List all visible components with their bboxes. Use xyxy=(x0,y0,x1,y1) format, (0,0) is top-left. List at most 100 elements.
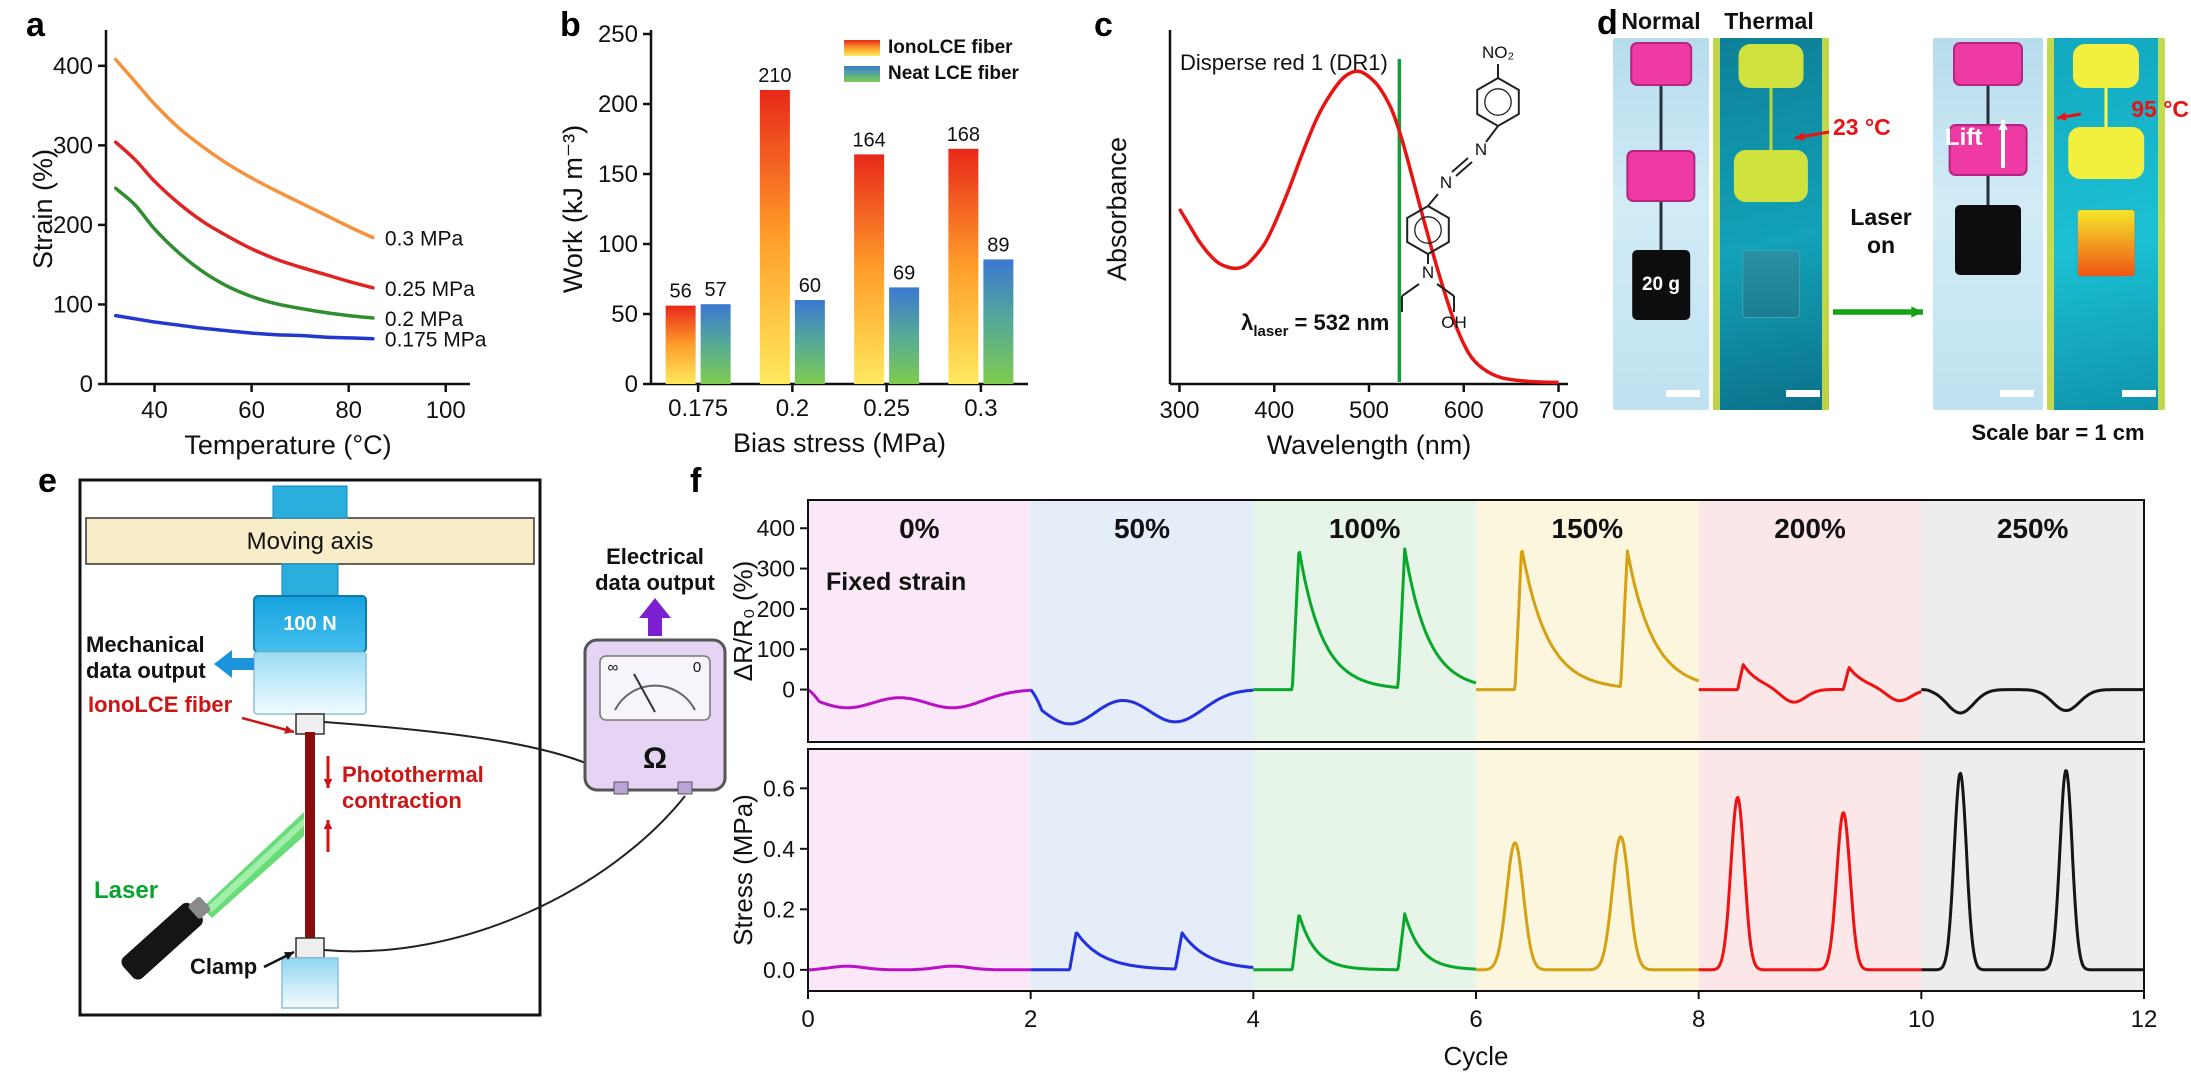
mechanical-output-label-line2: data output xyxy=(86,658,206,683)
top-plot-frame xyxy=(807,499,2145,743)
laser-tip xyxy=(188,896,211,919)
resistance-trace-250% xyxy=(1920,688,2145,715)
bar-0.175-Neat-LCE-fiber xyxy=(700,304,731,384)
photo-normal-before: 20 g xyxy=(1613,38,1709,410)
absorbance-spectrum-chart: 300 400 500 600 700 Wavelength (nm) Absorbance… xyxy=(1102,30,1579,460)
stress-trace-150% xyxy=(1475,835,1700,972)
strain-temperature-chart: 40 60 80 100 0 100 200 300 400 Temperature (°C) St… xyxy=(28,30,487,460)
legend-swatch xyxy=(844,40,880,56)
x-tick-label: 60 xyxy=(238,397,265,424)
y-tick-label: 0.0 xyxy=(763,957,795,983)
bar-0.3-IonoLCE-fiber xyxy=(948,148,979,384)
bar-0.2-Neat-LCE-fiber xyxy=(794,300,825,384)
x-tick-label: 100 xyxy=(426,397,466,424)
y-tick-label: 100 xyxy=(757,636,795,662)
bar-0.3-Neat-LCE-fiber xyxy=(983,259,1014,384)
curve-0.3-MPa xyxy=(113,57,375,240)
bar-value-label: 57 xyxy=(705,279,727,301)
strain-band-bottom-100% xyxy=(1253,749,1476,991)
resistance-trace-0% xyxy=(807,688,1032,710)
thermal-clamp-mid xyxy=(2068,127,2144,180)
ohmmeter-dial xyxy=(599,655,711,721)
y-tick-label: 400 xyxy=(757,515,795,541)
curve-0.2-MPa xyxy=(113,186,375,320)
bar-0.2-IonoLCE-fiber xyxy=(759,90,790,384)
stress-trace-100% xyxy=(1252,912,1477,972)
strain-segment-label: 200% xyxy=(1774,513,1846,544)
x-tick-label: 500 xyxy=(1349,397,1389,424)
laser-label: Laser xyxy=(94,877,158,904)
arrow-head xyxy=(323,779,333,788)
y-tick-label: 50 xyxy=(611,301,638,328)
laser-beam-core xyxy=(206,818,304,912)
photo-panel: Normal Thermal 20 g xyxy=(1593,8,2191,478)
arrow-head xyxy=(284,725,294,734)
thermal-clamp-top xyxy=(2072,44,2140,88)
legend-label: IonoLCE fiber xyxy=(888,37,1013,58)
thermal-fiber xyxy=(2104,71,2108,146)
weight xyxy=(1955,205,2021,276)
azo-n1-label: N xyxy=(1475,140,1487,159)
x-tick-label: 10 xyxy=(1908,1006,1935,1033)
temperature-label-cold: 23 °C xyxy=(1833,114,1891,140)
bottom-block xyxy=(281,957,339,1009)
arrow-head xyxy=(284,952,294,960)
terminal-left xyxy=(613,781,629,795)
bar-value-label: 210 xyxy=(758,65,791,87)
x-axis-title: Wavelength (nm) xyxy=(1267,430,1472,460)
x-tick-label: 700 xyxy=(1539,397,1579,424)
stress-trace-0% xyxy=(807,964,1032,972)
x-axis-title: Bias stress (MPa) xyxy=(733,428,946,458)
wire-bottom xyxy=(323,795,686,953)
top-y-axis-title: ΔR/R₀ (%) xyxy=(728,561,758,682)
bar-value-label: 168 xyxy=(947,124,980,146)
gauge-body xyxy=(253,651,367,715)
y-tick-label: 200 xyxy=(598,91,638,118)
stress-trace-250% xyxy=(1920,769,2145,972)
axis-cap xyxy=(272,485,348,519)
curve-label: 0.2 MPa xyxy=(385,308,464,331)
y-tick-label: 200 xyxy=(757,596,795,622)
laser-on-label-line2: on xyxy=(1866,232,1896,258)
ohm-symbol: Ω xyxy=(643,742,667,775)
laser-body xyxy=(121,896,211,980)
y-tick-label: 0 xyxy=(625,371,638,398)
x-tick-label: 80 xyxy=(335,397,362,424)
y-tick-label: 0.6 xyxy=(763,775,795,801)
x-tick-label: 6 xyxy=(1469,1006,1482,1033)
ionolce-fiber xyxy=(305,732,315,940)
x-axis-title: Cycle xyxy=(1443,1041,1508,1071)
laser-on-label-line1: Laser xyxy=(1850,204,1912,230)
x-tick-label: 0.3 xyxy=(964,395,997,422)
scale-bar xyxy=(1786,390,1820,397)
dial-needle xyxy=(633,673,656,713)
azo-n2-label: N xyxy=(1440,173,1452,192)
nitro-group-label: NO₂ xyxy=(1482,43,1514,62)
panel-c-label: c xyxy=(1094,6,1113,44)
bottom-y-axis-title: Stress (MPa) xyxy=(728,794,758,946)
y-tick-label: 0 xyxy=(80,371,93,398)
x-tick-label: 0 xyxy=(801,1006,814,1033)
panel-d-label: d xyxy=(1597,4,1618,42)
x-tick-label: 300 xyxy=(1159,397,1199,424)
dr1-structure: NO₂ N N N OH xyxy=(1401,43,1520,332)
x-tick-label: 0.175 xyxy=(668,395,728,422)
work-bias-stress-chart: 0 50 100 150 200 250 56 57 0.175 210 60 0.2 164 69 0.2… xyxy=(558,21,1028,458)
absorbance-curve xyxy=(1178,69,1559,385)
strain-band-bottom-200% xyxy=(1698,749,1922,991)
resistance-trace-200% xyxy=(1698,663,1922,704)
panel-a-label: a xyxy=(26,6,45,44)
dial-zero-mark: 0 xyxy=(693,659,701,676)
y-tick-label: 0.4 xyxy=(763,836,795,862)
curve-label: 0.175 MPa xyxy=(385,329,487,352)
curve-label: 0.25 MPa xyxy=(385,278,475,301)
thermal-column-title: Thermal xyxy=(1724,8,1814,34)
y-tick-label: 300 xyxy=(757,556,795,582)
panel-f-label: f xyxy=(690,462,702,500)
clamp-top xyxy=(1953,42,2023,86)
weight: 20 g xyxy=(1632,250,1690,321)
panel-b-label: b xyxy=(560,6,581,44)
x-tick-label: 0.25 xyxy=(863,395,910,422)
dye-title: Disperse red 1 (DR1) xyxy=(1180,50,1388,75)
